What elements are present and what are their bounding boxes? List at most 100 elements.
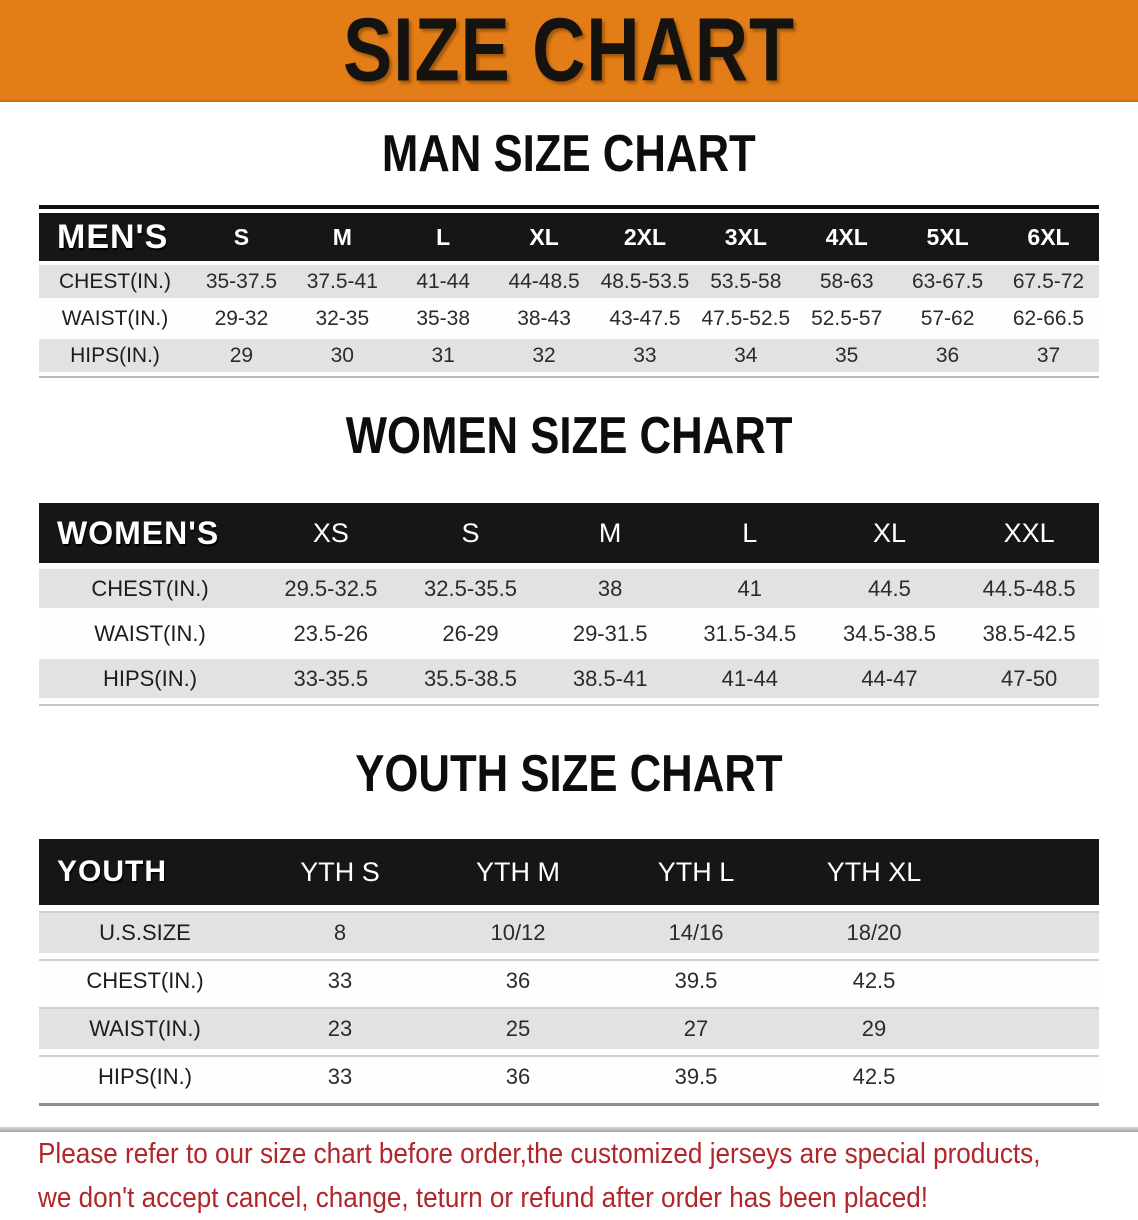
table-cell: 67.5-72 — [1012, 269, 1085, 293]
table-cell: 38-43 — [517, 306, 571, 330]
youth-section: YOUTH SIZE CHART YOUTH YTH S YTH M YTH L YTH… — [0, 744, 1138, 1106]
table-cell: 31.5-34.5 — [703, 620, 797, 646]
table-cell: 47.5-52.5 — [701, 306, 791, 330]
column-header: YTH L — [607, 839, 785, 905]
table-cell: 32.5-35.5 — [424, 575, 517, 601]
women-section-heading-text: WOMEN SIZE CHART — [345, 405, 793, 465]
table-cell: 31 — [431, 343, 455, 367]
table-cell: 29-31.5 — [572, 620, 648, 646]
men-section-heading: MAN SIZE CHART — [0, 124, 1138, 189]
column-header: 6XL — [998, 213, 1099, 261]
table-cell: 23 — [251, 1007, 429, 1049]
table-cell: 63-67.5 — [911, 269, 984, 293]
table-cell: 42.5 — [785, 1055, 963, 1097]
table-cell: 41-44 — [721, 665, 778, 691]
filler-cell — [963, 911, 1099, 953]
women-size-table-wrap: WOMEN'S XS S M L XL XXL CHEST(IN.) 29.5-32.5 32.5… — [0, 497, 1138, 706]
table-row: HIPS(IN.) 33 36 39.5 42.5 — [39, 1055, 1099, 1097]
table-cell: 35.5-38.5 — [424, 665, 517, 691]
column-header: YTH S — [251, 839, 429, 905]
table-cell: 33 — [251, 959, 429, 1001]
table-row: HIPS(IN.) 29 30 31 32 33 34 35 36 37 — [39, 339, 1099, 372]
image-bottom-edge — [0, 1127, 1138, 1132]
table-cell: 29.5-32.5 — [284, 575, 378, 601]
row-label: HIPS(IN.) — [102, 665, 198, 691]
table-cell: 53.5-58 — [710, 269, 782, 293]
column-header: S — [191, 213, 292, 261]
table-cell: 32-35 — [315, 306, 370, 330]
table-cell: 57-62 — [920, 306, 975, 330]
column-header: XXL — [959, 503, 1099, 563]
table-cell: 44-48.5 — [508, 269, 580, 293]
header-row: MEN'S S M L XL 2XL 3XL 4XL 5XL 6XL — [39, 213, 1099, 261]
column-header: 2XL — [594, 213, 696, 261]
table-cell: 37.5-41 — [306, 269, 378, 293]
table-row: WAIST(IN.) 29-32 32-35 35-38 38-43 43-47.5 47.… — [39, 302, 1099, 335]
youth-size-table-wrap: YOUTH YTH S YTH M YTH L YTH XL U.S.SIZE 8 10/12… — [0, 833, 1138, 1106]
column-header: 3XL — [695, 213, 797, 261]
table-cell: 26-29 — [442, 620, 499, 646]
table-row: U.S.SIZE 8 10/12 14/16 18/20 — [39, 911, 1099, 953]
women-section-heading: WOMEN SIZE CHART — [0, 405, 1138, 471]
women-size-table: WOMEN'S XS S M L XL XXL CHEST(IN.) 29.5-32.5 32.5… — [39, 497, 1099, 706]
table-cell: 62-66.5 — [1012, 306, 1085, 330]
column-header: XS — [261, 503, 401, 563]
men-section: MAN SIZE CHART MEN'S S M L XL 2XL 3XL 4XL 5XL 6XL… — [0, 124, 1138, 378]
youth-section-heading: YOUTH SIZE CHART — [0, 744, 1138, 809]
banner: SIZE CHART — [0, 0, 1138, 102]
table-cell: 30 — [330, 343, 354, 367]
table-cell: 52.5-57 — [811, 306, 883, 330]
page-title: SIZE CHART — [300, 0, 838, 100]
table-cell: 44.5 — [868, 575, 911, 601]
column-header: 4XL — [796, 213, 898, 261]
header-row: YOUTH YTH S YTH M YTH L YTH XL — [39, 839, 1099, 905]
row-label: CHEST(IN.) — [59, 269, 171, 293]
column-header: 5XL — [897, 213, 998, 261]
table-cell: 39.5 — [607, 959, 785, 1001]
table-cell: 38.5-42.5 — [982, 620, 1076, 646]
row-label: HIPS(IN.) — [70, 343, 160, 367]
row-label: HIPS(IN.) — [39, 1055, 251, 1097]
column-header: YTH XL — [785, 839, 963, 905]
table-cell: 39.5 — [607, 1055, 785, 1097]
column-header: XL — [819, 503, 960, 563]
table-cell: 58-63 — [819, 269, 874, 293]
table-cell: 38 — [597, 575, 623, 601]
table-cell: 33 — [251, 1055, 429, 1097]
women-group-label: WOMEN'S — [39, 503, 261, 563]
table-row: CHEST(IN.) 33 36 39.5 42.5 — [39, 959, 1099, 1001]
row-label: CHEST(IN.) — [39, 959, 251, 1001]
table-cell: 23.5-26 — [293, 620, 369, 646]
table-cell: 44-47 — [861, 665, 918, 691]
column-header: M — [291, 213, 393, 261]
women-section: WOMEN SIZE CHART WOMEN'S XS S M L XL XXL CHEST(… — [0, 405, 1138, 706]
men-group-label: MEN'S — [39, 213, 191, 261]
table-cell: 25 — [429, 1007, 607, 1049]
table-cell: 33-35.5 — [293, 665, 369, 691]
footer-notice: Please refer to our size chart before or… — [38, 1132, 1138, 1220]
column-header: L — [392, 213, 494, 261]
table-cell: 29-32 — [214, 306, 269, 330]
table-cell: 36 — [935, 343, 960, 367]
filler-cell — [963, 839, 1099, 905]
column-header: L — [679, 503, 820, 563]
table-cell: 33 — [633, 343, 657, 367]
table-cell: 44.5-48.5 — [982, 575, 1076, 601]
table-cell: 36 — [429, 1055, 607, 1097]
youth-size-table: YOUTH YTH S YTH M YTH L YTH XL U.S.SIZE 8 10/12… — [39, 833, 1099, 1106]
table-cell: 35-37.5 — [205, 269, 278, 293]
table-cell: 35 — [835, 343, 859, 367]
table-cell: 41-44 — [416, 269, 471, 293]
filler-cell — [963, 959, 1099, 1001]
table-cell: 43-47.5 — [609, 306, 681, 330]
row-label: WAIST(IN.) — [39, 1007, 251, 1049]
filler-cell — [963, 1007, 1099, 1049]
table-cell: 14/16 — [607, 911, 785, 953]
row-label: CHEST(IN.) — [91, 575, 209, 601]
table-row: CHEST(IN.) 35-37.5 37.5-41 41-44 44-48.5 48.5… — [39, 265, 1099, 298]
page-title-text: SIZE CHART — [343, 0, 795, 100]
table-cell: 32 — [532, 343, 556, 367]
table-row: WAIST(IN.) 23.5-26 26-29 29-31.5 31.5-34.5 34… — [39, 614, 1099, 653]
table-cell: 35-38 — [416, 306, 471, 330]
men-size-table: MEN'S S M L XL 2XL 3XL 4XL 5XL 6XL CHEST(IN.) 35-37… — [39, 205, 1099, 378]
